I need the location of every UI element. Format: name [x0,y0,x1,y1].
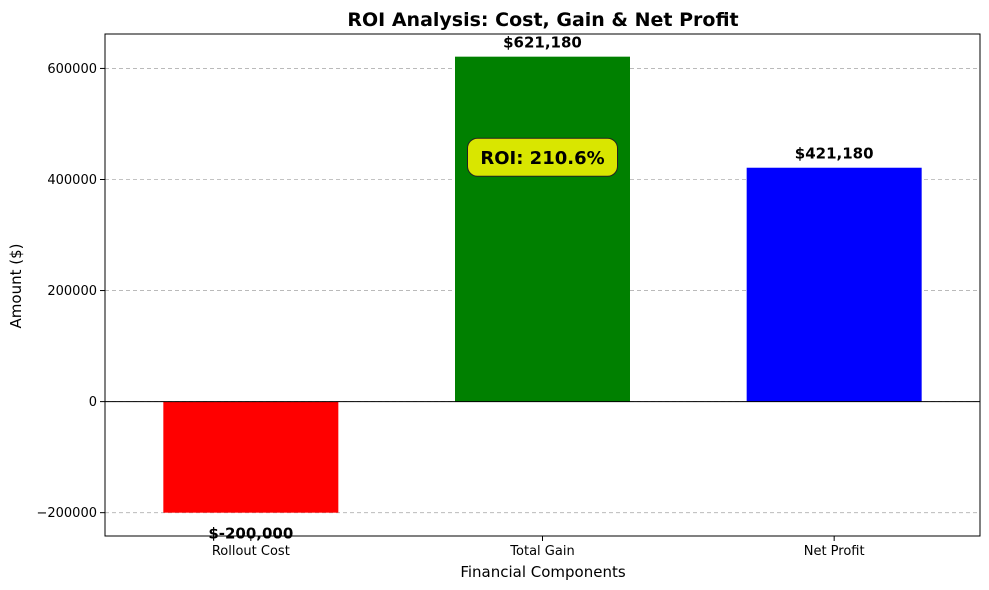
x-tick-label: Net Profit [804,544,865,559]
data-labels: $-200,000 $621,180 $421,180 [208,34,873,543]
bar-rollout-cost [163,401,339,513]
y-tick-label: 400000 [47,173,97,188]
y-tick-label: 600000 [47,62,97,77]
roi-annotation-text: ROI: 210.6% [480,148,604,169]
roi-annotation: ROI: 210.6% [467,137,618,177]
y-axis-title: Amount ($) [7,244,25,329]
x-tick-label: Total Gain [509,544,574,559]
bar-value-label: $-200,000 [208,525,293,543]
bar-total-gain [455,56,630,402]
bar-net-profit [746,167,922,402]
y-tick-label: 200000 [47,284,97,299]
x-tick-label: Rollout Cost [212,544,290,559]
x-axis-title: Financial Components [460,563,626,581]
roi-annotation-box [467,137,618,177]
y-tick-label: −200000 [36,506,97,521]
y-tick-label: 0 [89,395,97,410]
y-ticks: −200000 0 200000 400000 600000 [36,62,105,521]
bar-value-label: $421,180 [795,145,874,163]
bar-value-label: $621,180 [503,34,582,52]
bars [163,56,922,513]
chart-title: ROI Analysis: Cost, Gain & Net Profit [347,9,738,31]
x-ticks: Rollout Cost Total Gain Net Profit [212,536,865,559]
